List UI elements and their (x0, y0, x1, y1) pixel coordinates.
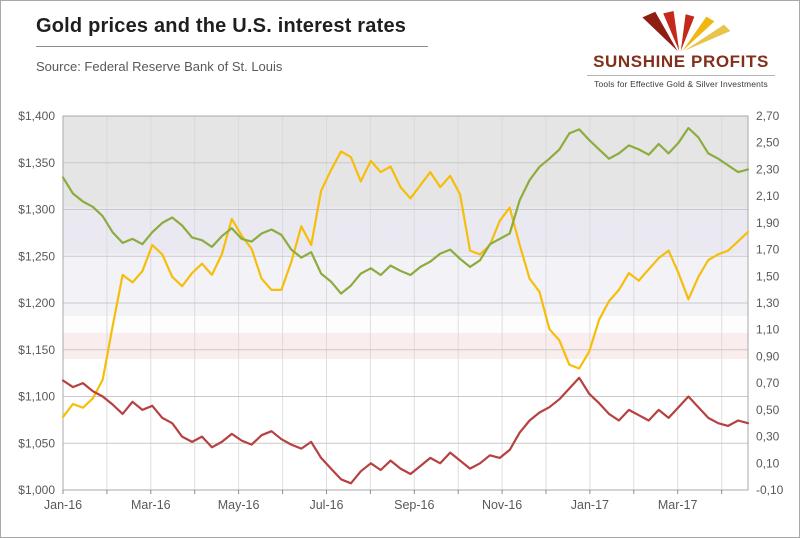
svg-text:1,90: 1,90 (756, 216, 780, 230)
svg-text:0,90: 0,90 (756, 349, 780, 363)
series-line-2 (61, 376, 750, 485)
series-lines (61, 126, 750, 485)
plot-border (62, 115, 749, 491)
horizontal-gridlines (63, 162, 748, 444)
svg-text:$1,100: $1,100 (18, 390, 55, 404)
svg-text:2,30: 2,30 (756, 162, 780, 176)
logo-name: SUNSHINE PROFITS (593, 52, 769, 71)
svg-text:Jul-16: Jul-16 (309, 498, 343, 512)
svg-text:0,10: 0,10 (756, 456, 780, 470)
sunburst-icon (642, 11, 731, 51)
chart-title: Gold prices and the U.S. interest rates (36, 15, 429, 47)
sunshine-profits-logo: SUNSHINE PROFITS Tools for Effective Gol… (587, 11, 775, 89)
svg-text:$1,150: $1,150 (18, 343, 55, 357)
svg-text:$1,200: $1,200 (18, 296, 55, 310)
svg-text:Nov-16: Nov-16 (482, 498, 522, 512)
svg-text:$1,250: $1,250 (18, 249, 55, 263)
svg-text:Sep-16: Sep-16 (394, 498, 434, 512)
svg-text:0,30: 0,30 (756, 430, 780, 444)
svg-text:0,70: 0,70 (756, 376, 780, 390)
svg-text:$1,300: $1,300 (18, 203, 55, 217)
svg-text:0,50: 0,50 (756, 403, 780, 417)
svg-text:1,10: 1,10 (756, 323, 780, 337)
svg-text:$1,050: $1,050 (18, 436, 55, 450)
svg-text:$1,350: $1,350 (18, 156, 55, 170)
y-left-labels: $1,400 $1,350 $1,300 $1,250 $1,200 $1,150 $1,1… (18, 109, 55, 497)
svg-text:$1,000: $1,000 (18, 483, 55, 497)
svg-text:1,30: 1,30 (756, 296, 780, 310)
svg-text:Jan-17: Jan-17 (571, 498, 609, 512)
logo-tagline: Tools for Effective Gold & Silver Invest… (587, 75, 775, 89)
series-line-1 (61, 126, 750, 295)
svg-text:2,70: 2,70 (756, 109, 780, 123)
chart-source: Source: Federal Reserve Bank of St. Loui… (36, 59, 283, 74)
svg-text:Jan-16: Jan-16 (44, 498, 82, 512)
svg-text:-0,10: -0,10 (756, 483, 784, 497)
svg-text:2,10: 2,10 (756, 189, 780, 203)
svg-text:2,50: 2,50 (756, 136, 780, 150)
svg-text:Mar-16: Mar-16 (131, 498, 171, 512)
svg-text:$1,400: $1,400 (18, 109, 55, 123)
svg-text:1,70: 1,70 (756, 243, 780, 257)
svg-text:1,50: 1,50 (756, 269, 780, 283)
y-right-labels: 2,70 2,50 2,30 2,10 1,90 1,70 1,50 1,30 1,10 0,90… (756, 109, 784, 497)
svg-text:Mar-17: Mar-17 (658, 498, 698, 512)
series-line-0 (61, 150, 750, 419)
svg-text:May-16: May-16 (218, 498, 260, 512)
x-axis: Jan-16 Mar-16 May-16 Jul-16 Sep-16 Nov-16 Jan-… (44, 490, 723, 512)
